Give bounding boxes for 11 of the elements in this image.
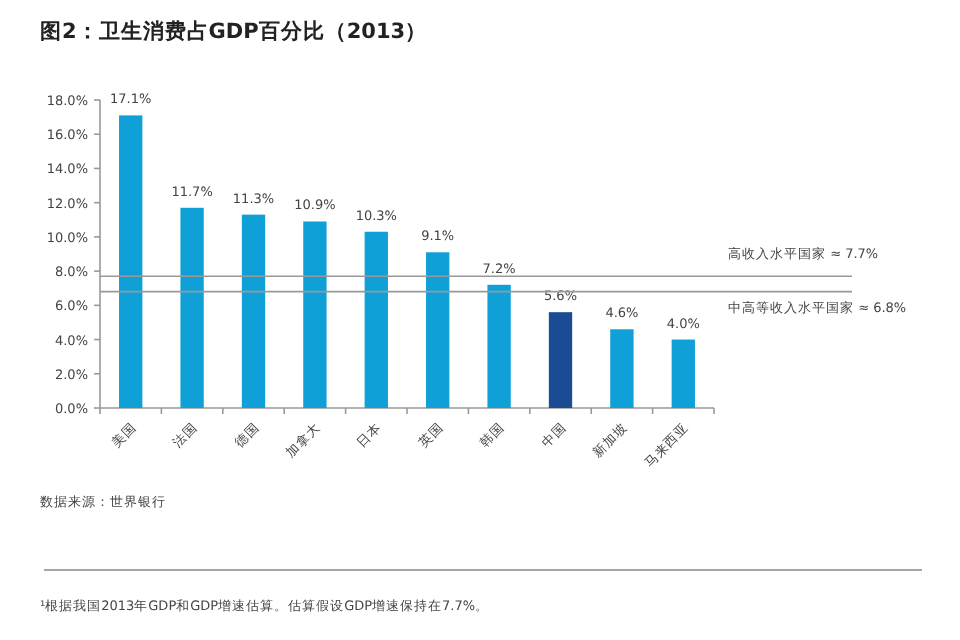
chart-title: 图2：卫生消费占GDP百分比（2013） <box>40 18 428 44</box>
bar <box>364 231 388 408</box>
bar <box>548 312 573 408</box>
bar <box>303 221 327 408</box>
bar <box>487 284 511 408</box>
bar <box>426 252 450 408</box>
bar <box>671 339 695 408</box>
bar <box>610 329 634 408</box>
bar <box>119 115 143 408</box>
bar <box>180 207 204 408</box>
bar <box>241 214 266 408</box>
